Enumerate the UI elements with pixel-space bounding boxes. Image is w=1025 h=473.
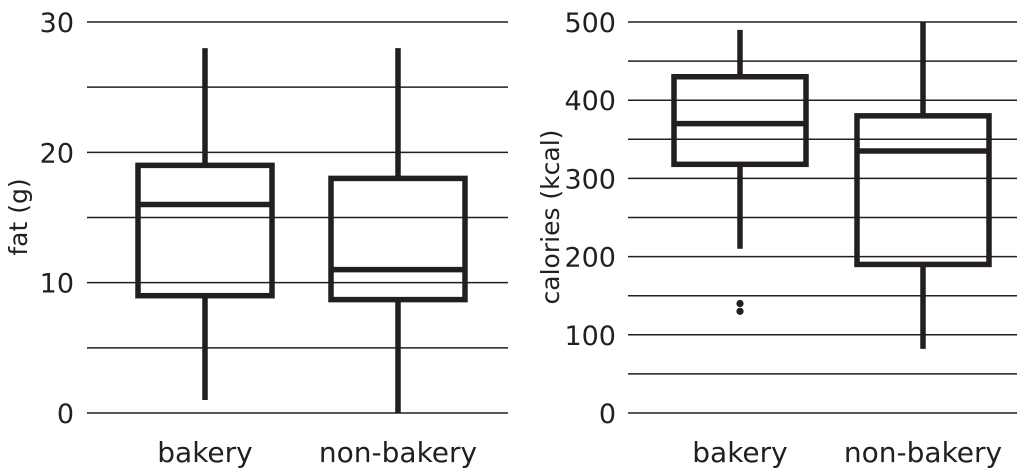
y-axis-title: calories (kcal) (536, 130, 565, 305)
box-bakery (671, 29, 809, 315)
box-non-bakery (854, 22, 992, 349)
x-category-label: non-bakery (319, 436, 477, 469)
y-tick-label: 0 (599, 399, 616, 430)
box-bakery (135, 48, 275, 400)
y-tick-label: 100 (564, 321, 616, 352)
y-tick-label: 10 (40, 269, 74, 300)
outlier-point (736, 307, 744, 315)
y-tick-label: 400 (564, 86, 616, 117)
x-category-label: bakery (157, 436, 252, 469)
y-tick-label: 0 (57, 399, 74, 430)
interquartile-box (671, 73, 809, 168)
y-tick-label: 30 (40, 8, 74, 39)
y-tick-label: 500 (564, 8, 616, 39)
x-category-label: non-bakery (844, 436, 1002, 469)
x-category-label: bakery (692, 436, 787, 469)
y-axis-title: fat (g) (4, 178, 33, 255)
fat-box-plot: 0 10 20 30 fat (g) bakery non-bakery (4, 8, 508, 469)
box-non-bakery (328, 48, 468, 413)
y-tick-label: 200 (564, 243, 616, 274)
y-tick-label: 300 (564, 164, 616, 195)
outlier-point (736, 299, 744, 308)
y-tick-label: 20 (40, 138, 74, 169)
interquartile-box (854, 113, 992, 268)
calories-box-plot: 0 100 200 300 400 500 calories (kcal) bakery non… (536, 8, 1017, 469)
interquartile-box (328, 175, 468, 303)
interquartile-box (135, 162, 275, 299)
